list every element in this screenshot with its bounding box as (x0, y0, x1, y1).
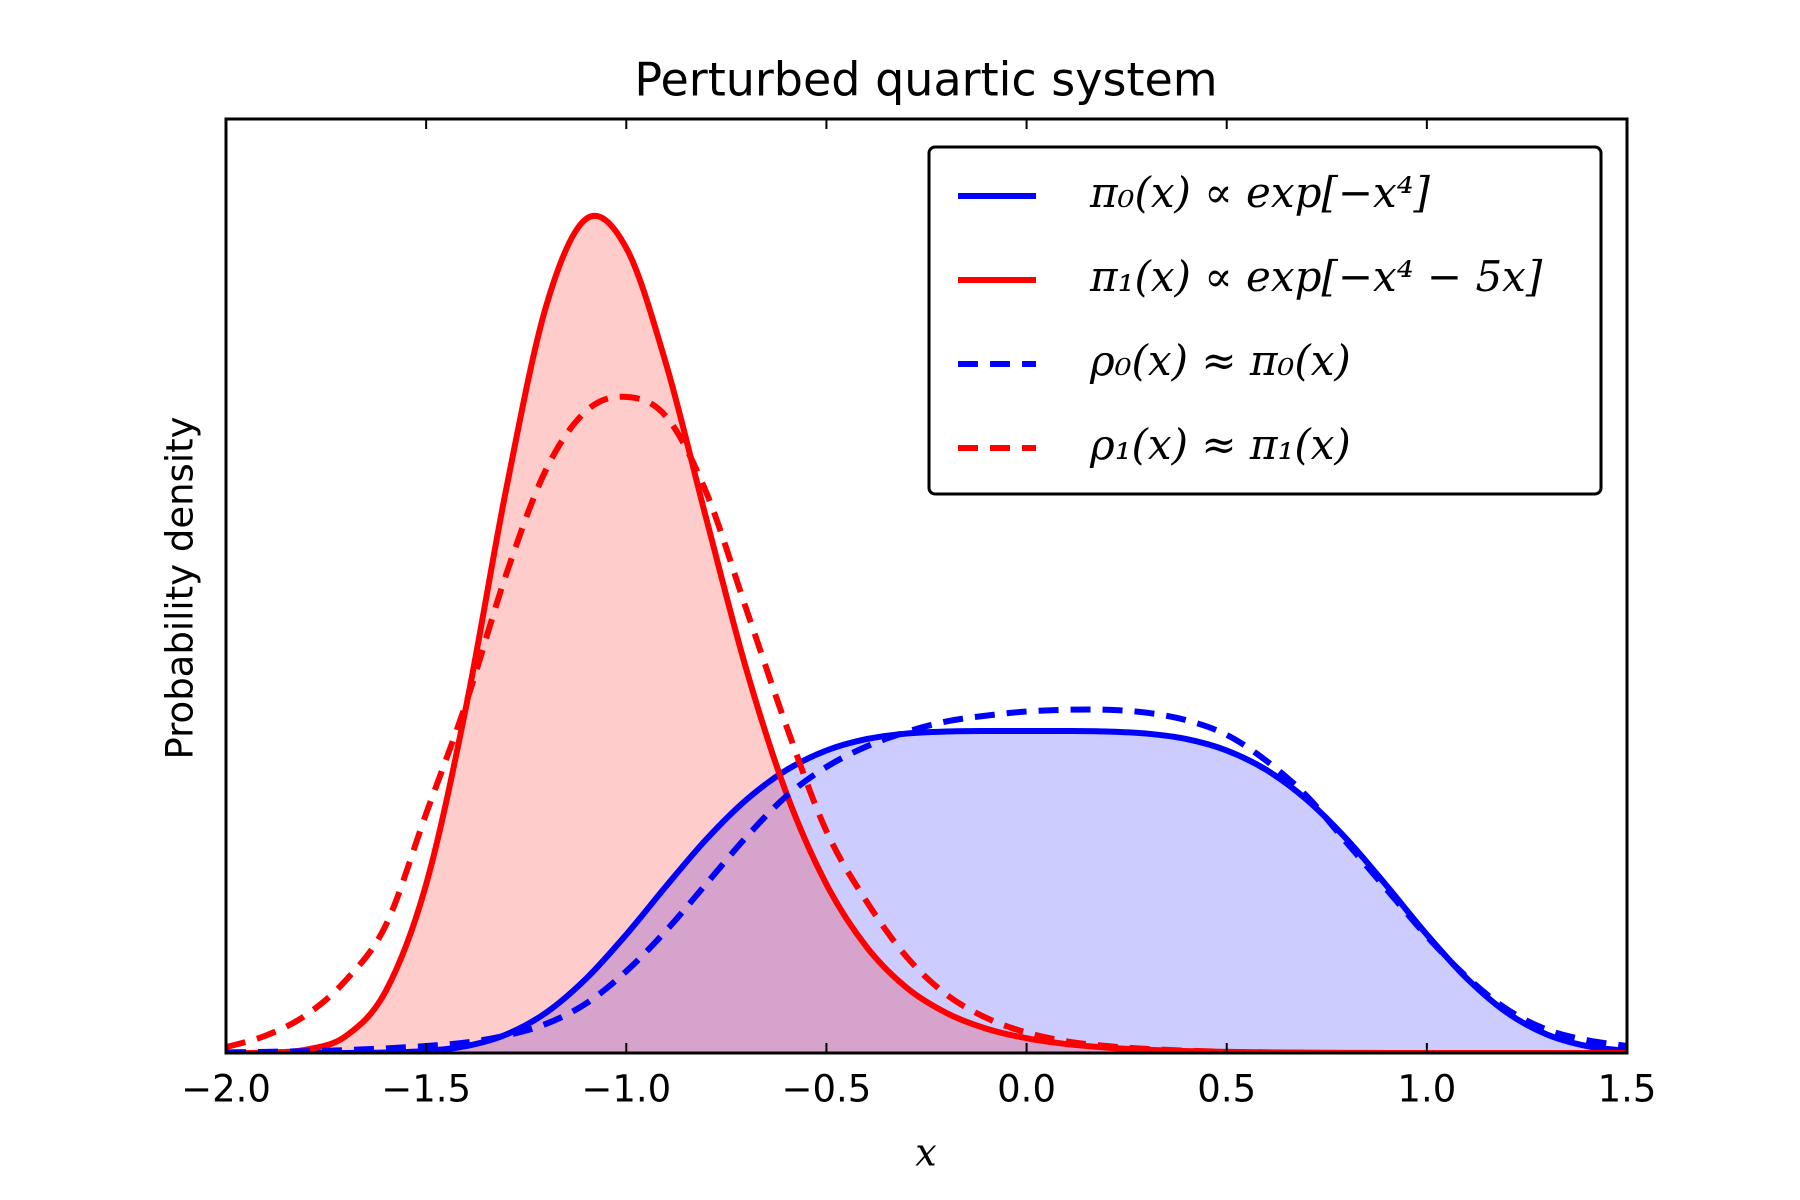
x-tick-label: 0.0 (997, 1068, 1056, 1111)
x-axis-label: x (915, 1131, 936, 1175)
x-tick-label: −0.5 (781, 1068, 871, 1111)
x-tick-label: 0.5 (1197, 1068, 1256, 1111)
x-tick-label: 1.0 (1397, 1068, 1456, 1111)
y-axis-label: Probability density (159, 416, 202, 759)
x-tick-label: −1.5 (381, 1068, 471, 1111)
series-line (226, 393, 1627, 1053)
chart-title: Perturbed quartic system (634, 53, 1217, 107)
area (226, 730, 1627, 1054)
x-tick-label: 1.5 (1598, 1068, 1657, 1111)
plot-frame (224, 117, 1629, 1055)
x-tick-label: −1.0 (581, 1068, 671, 1111)
legend-label: π₀(x) ∝ exp[−x⁴] (1089, 168, 1431, 217)
legend-box (927, 145, 1603, 496)
legend-label: ρ₁(x) ≈ π₁(x) (1089, 420, 1351, 469)
legend-label: ρ₀(x) ≈ π₀(x) (1089, 336, 1351, 385)
x-tick-label: −2.0 (181, 1068, 271, 1111)
legend-label: π₁(x) ∝ exp[−x⁴ − 5x] (1089, 252, 1543, 301)
series-line (226, 706, 1627, 1053)
